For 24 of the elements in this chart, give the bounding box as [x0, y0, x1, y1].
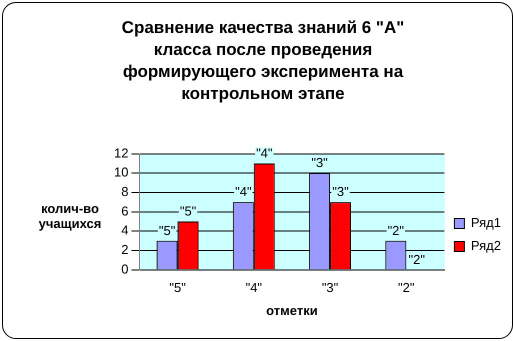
- x-tick-label: "5": [169, 280, 186, 296]
- y-tick-label: 2: [121, 242, 128, 258]
- x-tick-label: "2": [398, 280, 415, 296]
- y-tick-label: 8: [121, 184, 128, 200]
- y-tick-label: 10: [114, 164, 128, 180]
- x-tick-label: "4": [246, 280, 262, 296]
- chart-title: Сравнение качества знаний 6 "А" класса после проведения формирующего эксперимента на контрольном этапе: [120, 17, 406, 105]
- annotation: "2": [388, 222, 404, 238]
- y-tick-label: 4: [121, 222, 128, 238]
- x-tick-label: "3": [322, 280, 339, 296]
- annotation: "4": [235, 184, 252, 200]
- legend-label: Ряд2: [470, 238, 502, 254]
- y-axis-title: колич-во учащихся: [38, 201, 102, 231]
- y-tick-label: 6: [121, 203, 128, 218]
- annotation: "3": [332, 184, 350, 200]
- annotation: "5": [158, 222, 176, 238]
- x-axis-title: отметки: [266, 302, 318, 318]
- annotation: "2": [408, 252, 426, 267]
- y-tick-label: 0: [121, 261, 128, 276]
- annotation: "5": [180, 204, 197, 219]
- annotation: "4": [256, 146, 273, 161]
- annotation: "3": [311, 155, 328, 170]
- y-tick-label: 12: [114, 145, 128, 160]
- legend-label: Ряд1: [470, 215, 502, 230]
